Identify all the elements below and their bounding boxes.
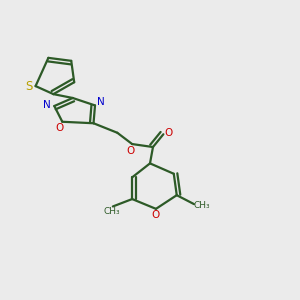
Text: N: N <box>43 100 51 110</box>
Text: O: O <box>165 128 173 138</box>
Text: N: N <box>97 98 105 107</box>
Text: CH₃: CH₃ <box>193 201 210 210</box>
Text: O: O <box>55 123 64 133</box>
Text: S: S <box>25 80 33 93</box>
Text: CH₃: CH₃ <box>103 207 120 216</box>
Text: O: O <box>127 146 135 156</box>
Text: O: O <box>152 210 160 220</box>
